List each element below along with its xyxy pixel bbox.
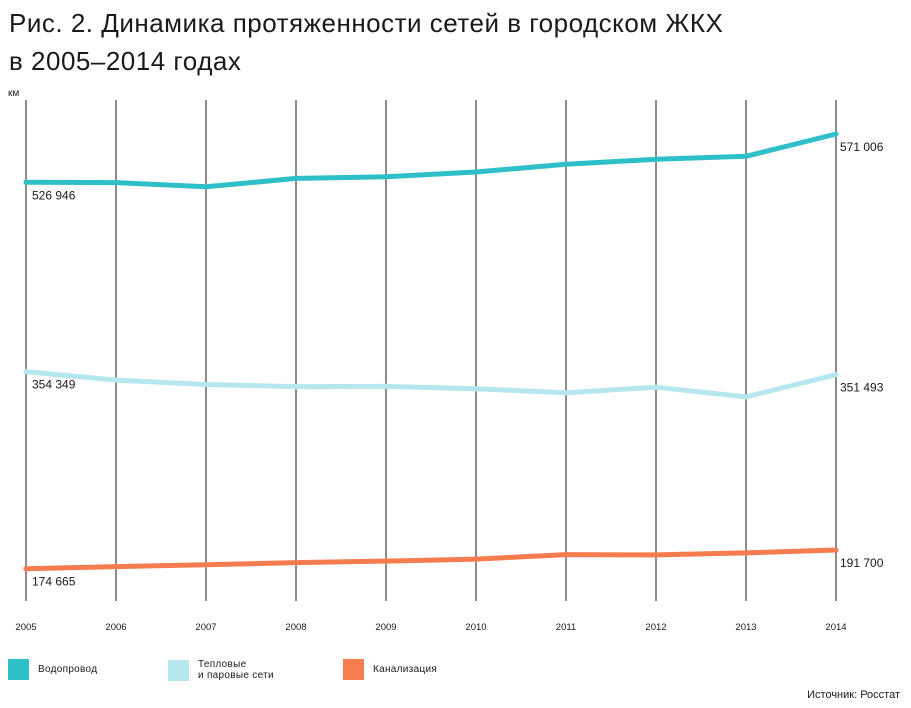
- data-label-sewerage-start: 174 665: [32, 575, 76, 589]
- x-tick-label-2012: 2012: [645, 622, 666, 633]
- data-point-sewerage-2012: [653, 552, 659, 558]
- data-point-water-2006: [113, 180, 119, 186]
- data-point-water-2014: [833, 131, 839, 137]
- chart-title-line-2: в 2005–2014 годах: [9, 46, 242, 76]
- data-label-heating-end: 351 493: [840, 381, 884, 395]
- data-point-sewerage-2008: [293, 560, 299, 566]
- chart-title: Рис. 2. Динамика протяженности сетей в г…: [9, 4, 899, 80]
- legend-item-heating: Тепловые и паровые сети: [168, 659, 274, 681]
- x-tick-label-2014: 2014: [825, 622, 846, 633]
- data-point-water-2013: [743, 153, 749, 159]
- data-point-water-2009: [383, 174, 389, 180]
- data-point-sewerage-2013: [743, 550, 749, 556]
- series-line-sewerage: [23, 547, 839, 572]
- series-line-heating: [23, 369, 839, 400]
- data-point-heating-2008: [293, 384, 299, 390]
- data-point-heating-2014: [833, 372, 839, 378]
- data-point-sewerage-2005: [23, 566, 29, 572]
- legend-item-sewerage: Канализация: [343, 659, 437, 680]
- data-point-heating-2012: [653, 384, 659, 390]
- x-tick-label-2009: 2009: [375, 622, 396, 633]
- legend-swatch-water: [8, 659, 29, 680]
- legend-label-heating: Тепловые и паровые сети: [198, 659, 274, 681]
- legend-label-sewerage: Канализация: [373, 664, 438, 675]
- chart-title-line-1: Рис. 2. Динамика протяженности сетей в г…: [9, 8, 724, 38]
- line-chart: 2005 2006 2007 2008 2009 2010 2011 2012 2013 2014…: [15, 100, 884, 633]
- data-point-water-2008: [293, 175, 299, 181]
- data-point-heating-2010: [473, 386, 479, 392]
- data-point-water-2010: [473, 169, 479, 175]
- x-tick-label-2010: 2010: [465, 622, 486, 633]
- chart-legend: Водопровод Тепловые и паровые сети Канал…: [0, 659, 911, 689]
- x-tick-label-2013: 2013: [735, 622, 756, 633]
- x-tick-label-2006: 2006: [105, 622, 126, 633]
- data-point-water-2012: [653, 156, 659, 162]
- legend-swatch-sewerage: [343, 659, 364, 680]
- x-tick-label-2005: 2005: [15, 622, 36, 633]
- data-label-heating-start: 354 349: [32, 378, 76, 392]
- data-point-sewerage-2007: [203, 562, 209, 568]
- data-point-water-2005: [23, 179, 29, 185]
- x-tick-label-2011: 2011: [556, 622, 576, 633]
- data-point-sewerage-2006: [113, 564, 119, 570]
- legend-swatch-heating: [168, 659, 189, 681]
- data-point-water-2011: [563, 161, 569, 167]
- data-point-heating-2013: [743, 394, 749, 400]
- data-point-water-2007: [203, 184, 209, 190]
- source-note: Источник: Росстат: [807, 689, 900, 701]
- legend-item-water: Водопровод: [8, 659, 97, 680]
- data-point-heating-2005: [23, 369, 29, 375]
- x-tick-label-2007: 2007: [195, 622, 216, 633]
- data-point-heating-2011: [563, 390, 569, 396]
- data-label-water-start: 526 946: [32, 188, 76, 202]
- data-point-heating-2009: [383, 383, 389, 389]
- x-tick-label-2008: 2008: [285, 622, 306, 633]
- data-point-sewerage-2009: [383, 558, 389, 564]
- series-line-water: [23, 131, 839, 190]
- data-point-heating-2007: [203, 382, 209, 387]
- data-point-sewerage-2011: [563, 552, 569, 558]
- data-point-heating-2006: [113, 377, 119, 383]
- data-label-sewerage-end: 191 700: [840, 556, 884, 570]
- y-axis-unit-label: км: [8, 88, 20, 99]
- data-label-water-end: 571 006: [840, 140, 884, 154]
- data-point-sewerage-2014: [833, 547, 839, 553]
- legend-label-water: Водопровод: [38, 664, 98, 675]
- data-point-sewerage-2010: [473, 556, 479, 562]
